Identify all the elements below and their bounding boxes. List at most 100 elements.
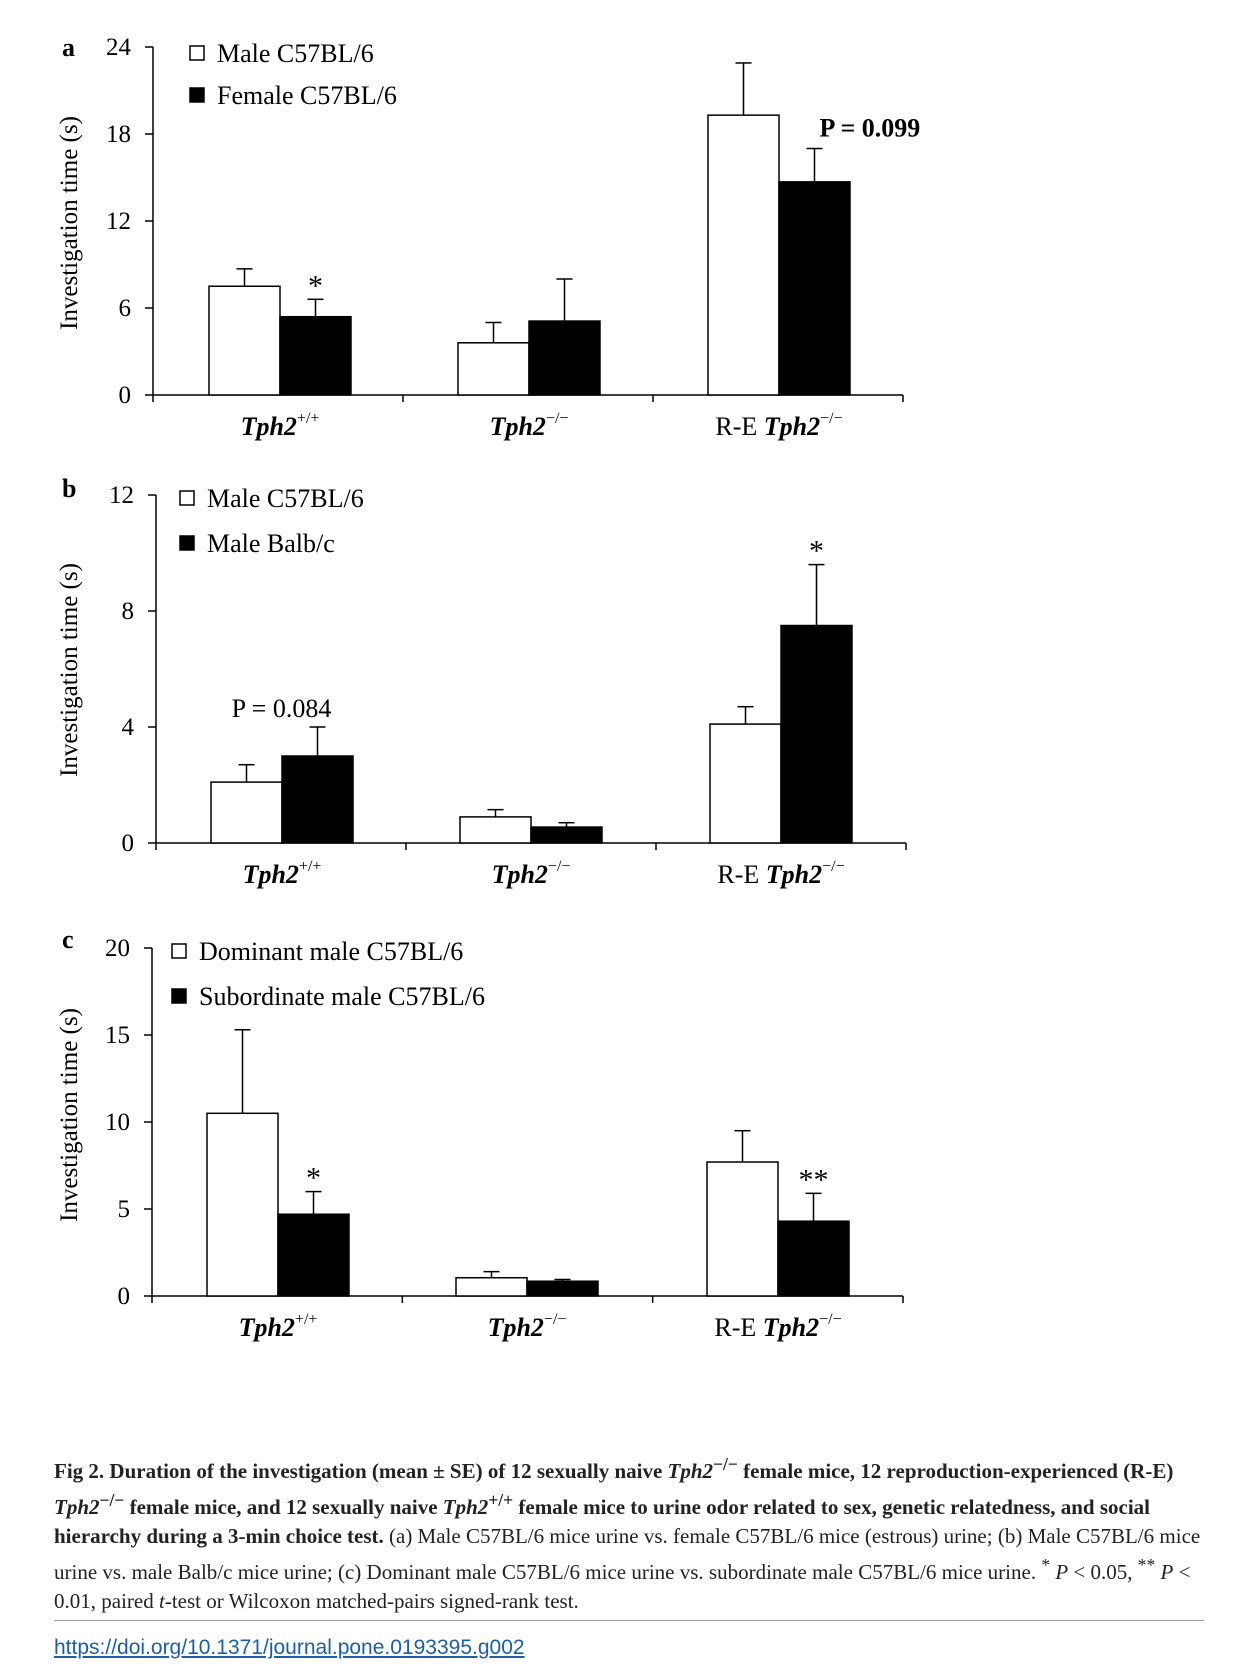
category-prefix: R-E bbox=[714, 1313, 762, 1342]
legend-label: Male C57BL/6 bbox=[217, 39, 374, 68]
bar bbox=[455, 1276, 528, 1297]
bar bbox=[457, 342, 530, 396]
y-tick-label: 8 bbox=[122, 598, 135, 625]
category-genotype-sup: +/+ bbox=[295, 1311, 318, 1328]
caption-lead: Fig 2. bbox=[54, 1459, 105, 1483]
y-axis-label: Investigation time (s) bbox=[56, 116, 83, 330]
legend-swatch bbox=[171, 988, 187, 1004]
bar bbox=[777, 1220, 850, 1297]
significance-annotation: P = 0.084 bbox=[232, 694, 332, 723]
category-genotype-sup: −/− bbox=[548, 858, 571, 875]
caption-star-1: * bbox=[1041, 1555, 1051, 1575]
category-genotype-sup: −/− bbox=[822, 858, 845, 875]
category-gene: Tph2 bbox=[488, 1313, 544, 1342]
panel-letter: a bbox=[62, 33, 75, 62]
bar bbox=[210, 781, 283, 844]
bar bbox=[709, 723, 782, 844]
y-axis-label: Investigation time (s) bbox=[56, 563, 83, 777]
category-gene: Tph2 bbox=[241, 412, 297, 441]
category-gene: Tph2 bbox=[766, 860, 822, 889]
legend-swatch bbox=[179, 535, 195, 551]
y-tick-label: 4 bbox=[122, 714, 135, 741]
y-tick-label: 0 bbox=[118, 1283, 131, 1310]
legend-swatch bbox=[189, 87, 205, 103]
y-tick-label: 20 bbox=[105, 935, 130, 962]
bar bbox=[281, 755, 354, 844]
bar bbox=[208, 285, 281, 396]
y-tick-label: 24 bbox=[106, 34, 132, 61]
y-axis-label: Investigation time (s) bbox=[56, 1008, 83, 1222]
category-gene: Tph2 bbox=[492, 860, 548, 889]
y-tick-label: 18 bbox=[106, 121, 131, 148]
caption-bold-4: female mice to urine odor related to sex… bbox=[54, 1495, 1151, 1548]
figure-caption: Fig 2. Duration of the investigation (me… bbox=[54, 1450, 1204, 1616]
y-tick-label: 12 bbox=[106, 208, 131, 235]
caption-t-letter: t bbox=[158, 1589, 165, 1613]
bar bbox=[530, 826, 603, 844]
category-genotype-sup: −/− bbox=[819, 1311, 842, 1328]
y-tick-label: 5 bbox=[118, 1196, 131, 1223]
caption-plain-2: < 0.05, bbox=[1068, 1560, 1138, 1584]
y-tick-label: 0 bbox=[119, 382, 132, 409]
category-prefix: R-E bbox=[717, 860, 765, 889]
category-genotype-sup: −/− bbox=[820, 410, 843, 427]
bar bbox=[279, 315, 352, 396]
caption-plain-3: < 0.01, paired bbox=[54, 1560, 1191, 1613]
caption-gene-1: Tph2 bbox=[667, 1459, 714, 1483]
y-tick-label: 6 bbox=[119, 295, 132, 322]
doi-link[interactable]: https://doi.org/10.1371/journal.pone.019… bbox=[54, 1636, 525, 1659]
category-genotype-sup: −/− bbox=[544, 1311, 567, 1328]
caption-divider bbox=[54, 1620, 1204, 1621]
category-gene: Tph2 bbox=[764, 412, 820, 441]
y-tick-label: 10 bbox=[105, 1109, 130, 1136]
x-category-label: Tph2+/+ bbox=[243, 858, 322, 889]
panel-letter: c bbox=[62, 925, 74, 954]
caption-bold-1: Duration of the investigation (mean ± SE… bbox=[104, 1459, 668, 1483]
x-category-label: Tph2+/+ bbox=[239, 1311, 318, 1342]
category-gene: Tph2 bbox=[243, 860, 299, 889]
category-gene: Tph2 bbox=[490, 412, 546, 441]
bar bbox=[528, 320, 601, 396]
bar bbox=[706, 1161, 779, 1297]
bar bbox=[459, 816, 532, 844]
x-category-label: Tph2−/− bbox=[492, 858, 571, 889]
legend-label: Subordinate male C57BL/6 bbox=[199, 982, 485, 1011]
x-category-label: Tph2−/− bbox=[488, 1311, 567, 1342]
y-tick-label: 12 bbox=[109, 482, 134, 509]
legend-label: Male Balb/c bbox=[207, 529, 335, 558]
bar bbox=[778, 181, 851, 396]
x-category-label: R-E Tph2−/− bbox=[717, 858, 844, 889]
bar bbox=[707, 114, 780, 396]
x-category-label: Tph2−/− bbox=[490, 410, 569, 441]
significance-star: ** bbox=[799, 1163, 829, 1196]
caption-sup-ko-1: −/− bbox=[713, 1454, 738, 1474]
caption-plain-4: -test or Wilcoxon matched-pairs signed-r… bbox=[164, 1589, 579, 1613]
caption-p-2: P bbox=[1155, 1560, 1174, 1584]
caption-p-1: P bbox=[1050, 1560, 1069, 1584]
legend-label: Dominant male C57BL/6 bbox=[199, 937, 463, 966]
significance-star: * bbox=[306, 1162, 321, 1195]
x-category-label: R-E Tph2−/− bbox=[715, 410, 842, 441]
category-genotype-sup: +/+ bbox=[299, 858, 322, 875]
legend-swatch bbox=[171, 943, 187, 959]
category-genotype-sup: +/+ bbox=[297, 410, 320, 427]
category-gene: Tph2 bbox=[239, 1313, 295, 1342]
y-tick-label: 0 bbox=[122, 830, 135, 857]
bar bbox=[206, 1112, 279, 1297]
legend-swatch bbox=[189, 45, 205, 61]
bar bbox=[277, 1213, 350, 1297]
caption-sup-ko-2: −/− bbox=[99, 1490, 125, 1510]
legend-swatch bbox=[179, 490, 195, 506]
y-tick-label: 15 bbox=[105, 1022, 130, 1049]
bar bbox=[780, 624, 853, 844]
legend-label: Female C57BL/6 bbox=[217, 81, 397, 110]
x-category-label: R-E Tph2−/− bbox=[714, 1311, 841, 1342]
caption-gene-3: Tph2 bbox=[442, 1495, 489, 1519]
caption-plain-1: (a) Male C57BL/6 mice urine vs. female C… bbox=[54, 1524, 1201, 1584]
x-category-label: Tph2+/+ bbox=[241, 410, 320, 441]
significance-star: * bbox=[308, 269, 323, 302]
category-gene: Tph2 bbox=[763, 1313, 819, 1342]
